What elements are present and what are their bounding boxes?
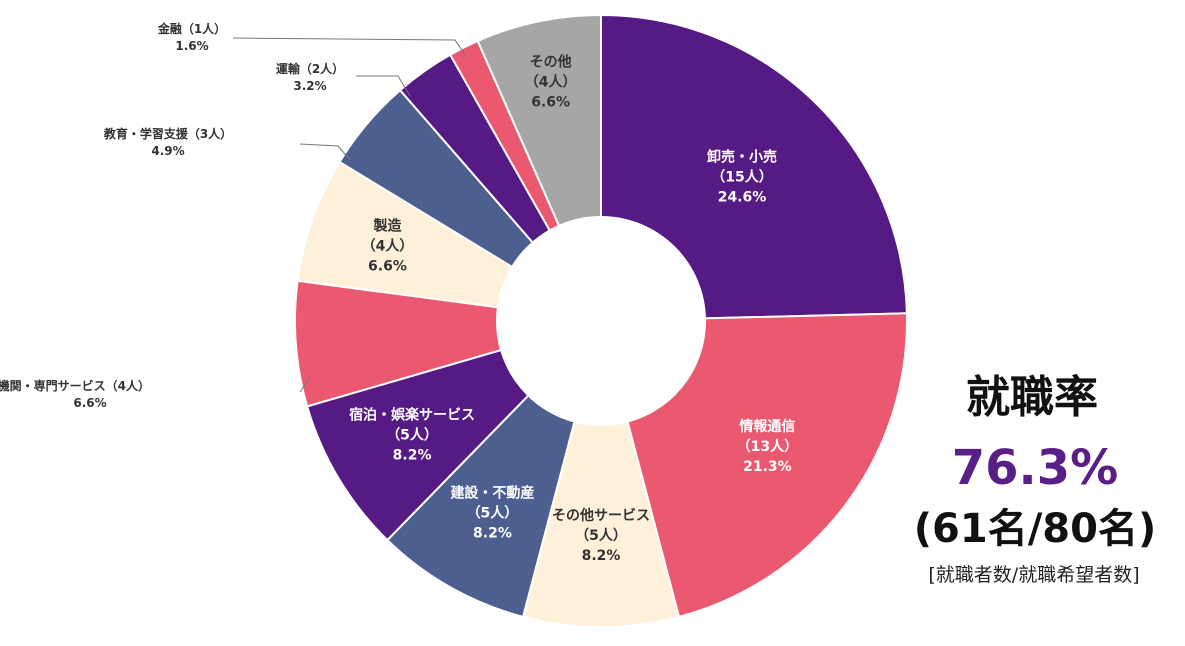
slice-percent: 21.3% — [743, 459, 792, 475]
slice-label-3: 建設・不動産 （5人） 8.2% — [450, 485, 534, 542]
slice-2 — [521, 317, 681, 628]
slice-label-5: 開発研究機関・専門サービス（4人） 6.6% — [0, 378, 150, 410]
leader-lines — [232, 37, 467, 393]
employment-rate-title: 就職率 — [966, 372, 1098, 423]
slice-percent: 6.6% — [73, 396, 106, 410]
slice-name-count: 運輸（2人） — [276, 61, 344, 76]
slice-name-count: 開発研究機関・専門サービス（4人） — [0, 378, 150, 393]
employment-rate-value: 76.3% — [951, 440, 1119, 496]
slice-percent: 6.6% — [531, 94, 570, 110]
slice-name: 情報通信 — [739, 418, 795, 435]
slice-label-10: その他 （4人） 6.6% — [525, 53, 577, 110]
slice-count: （5人） — [467, 505, 519, 522]
slice-percent: 8.2% — [582, 548, 621, 564]
slice-name-count: 金融（1人） — [157, 21, 226, 36]
slice-name: 宿泊・娯楽サービス — [349, 406, 475, 423]
slice-percent: 4.9% — [151, 144, 184, 158]
slice-name: その他サービス — [552, 507, 650, 524]
slice-name: 製造 — [372, 218, 401, 235]
slice-label-8: 運輸（2人） 3.2% — [276, 61, 344, 93]
leader-line-7 — [299, 143, 351, 161]
slice-label-6: 製造 （4人） 6.6% — [362, 218, 414, 275]
slice-count: （4人） — [362, 238, 414, 255]
slice-name: 卸売・小売 — [707, 148, 777, 165]
slice-percent: 24.6% — [718, 189, 767, 205]
slice-percent: 8.2% — [393, 447, 432, 463]
slice-count: （13人） — [737, 438, 798, 455]
slice-name: 建設・不動産 — [450, 485, 534, 502]
slice-0 — [600, 13, 908, 323]
leader-line-8 — [356, 75, 411, 97]
slice-count: （4人） — [525, 73, 577, 90]
slice-label-7: 教育・学習支援（3人） 4.9% — [103, 126, 232, 158]
slice-percent: 6.6% — [368, 259, 407, 275]
slice-label-0: 卸売・小売 （15人） 24.6% — [707, 148, 777, 205]
slice-labels: 卸売・小売 （15人） 24.6% 情報通信 （13人） 21.3% その他サービス （5人）… — [0, 21, 798, 564]
slice-percent: 1.6% — [175, 39, 208, 53]
slice-count: （5人） — [386, 426, 438, 443]
slice-percent: 8.2% — [473, 526, 512, 542]
slice-count: （5人） — [575, 527, 627, 544]
employment-rate-note: [就職者数/就職希望者数] — [928, 564, 1140, 586]
slice-label-1: 情報通信 （13人） 21.3% — [737, 418, 798, 475]
slice-label-4: 宿泊・娯楽サービス （5人） 8.2% — [349, 406, 475, 463]
leader-line-5 — [299, 377, 311, 393]
donut-hole — [496, 216, 706, 426]
employment-rate-counts: (61名/80名) — [913, 506, 1157, 552]
slice-name-count: 教育・学習支援（3人） — [103, 126, 232, 141]
slice-count: （15人） — [711, 168, 772, 185]
slice-percent: 3.2% — [293, 79, 326, 93]
slice-name: その他 — [530, 53, 572, 70]
slice-label-2: その他サービス （5人） 8.2% — [552, 507, 650, 564]
leader-line-9 — [232, 37, 467, 57]
slice-label-9: 金融（1人） 1.6% — [157, 21, 226, 53]
